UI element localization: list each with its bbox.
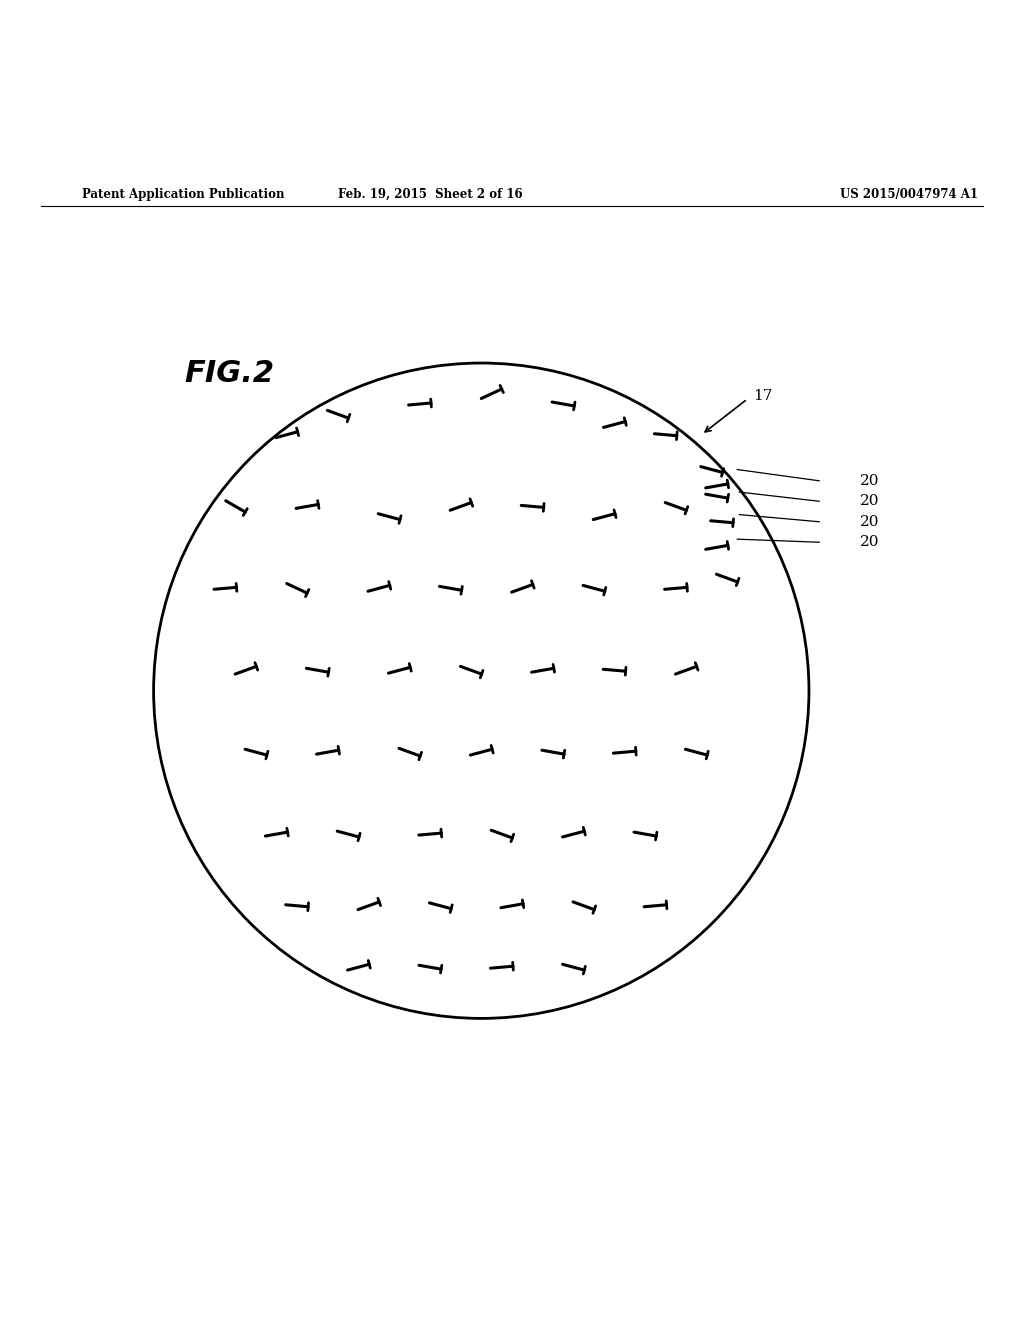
Text: FIG.2: FIG.2 xyxy=(184,359,274,388)
Text: 20: 20 xyxy=(860,515,880,529)
Text: US 2015/0047974 A1: US 2015/0047974 A1 xyxy=(840,187,978,201)
Text: 20: 20 xyxy=(860,494,880,508)
Text: Feb. 19, 2015  Sheet 2 of 16: Feb. 19, 2015 Sheet 2 of 16 xyxy=(338,187,522,201)
Text: 20: 20 xyxy=(860,535,880,549)
Text: 17: 17 xyxy=(753,389,772,403)
Text: 20: 20 xyxy=(860,474,880,488)
Text: Patent Application Publication: Patent Application Publication xyxy=(82,187,285,201)
